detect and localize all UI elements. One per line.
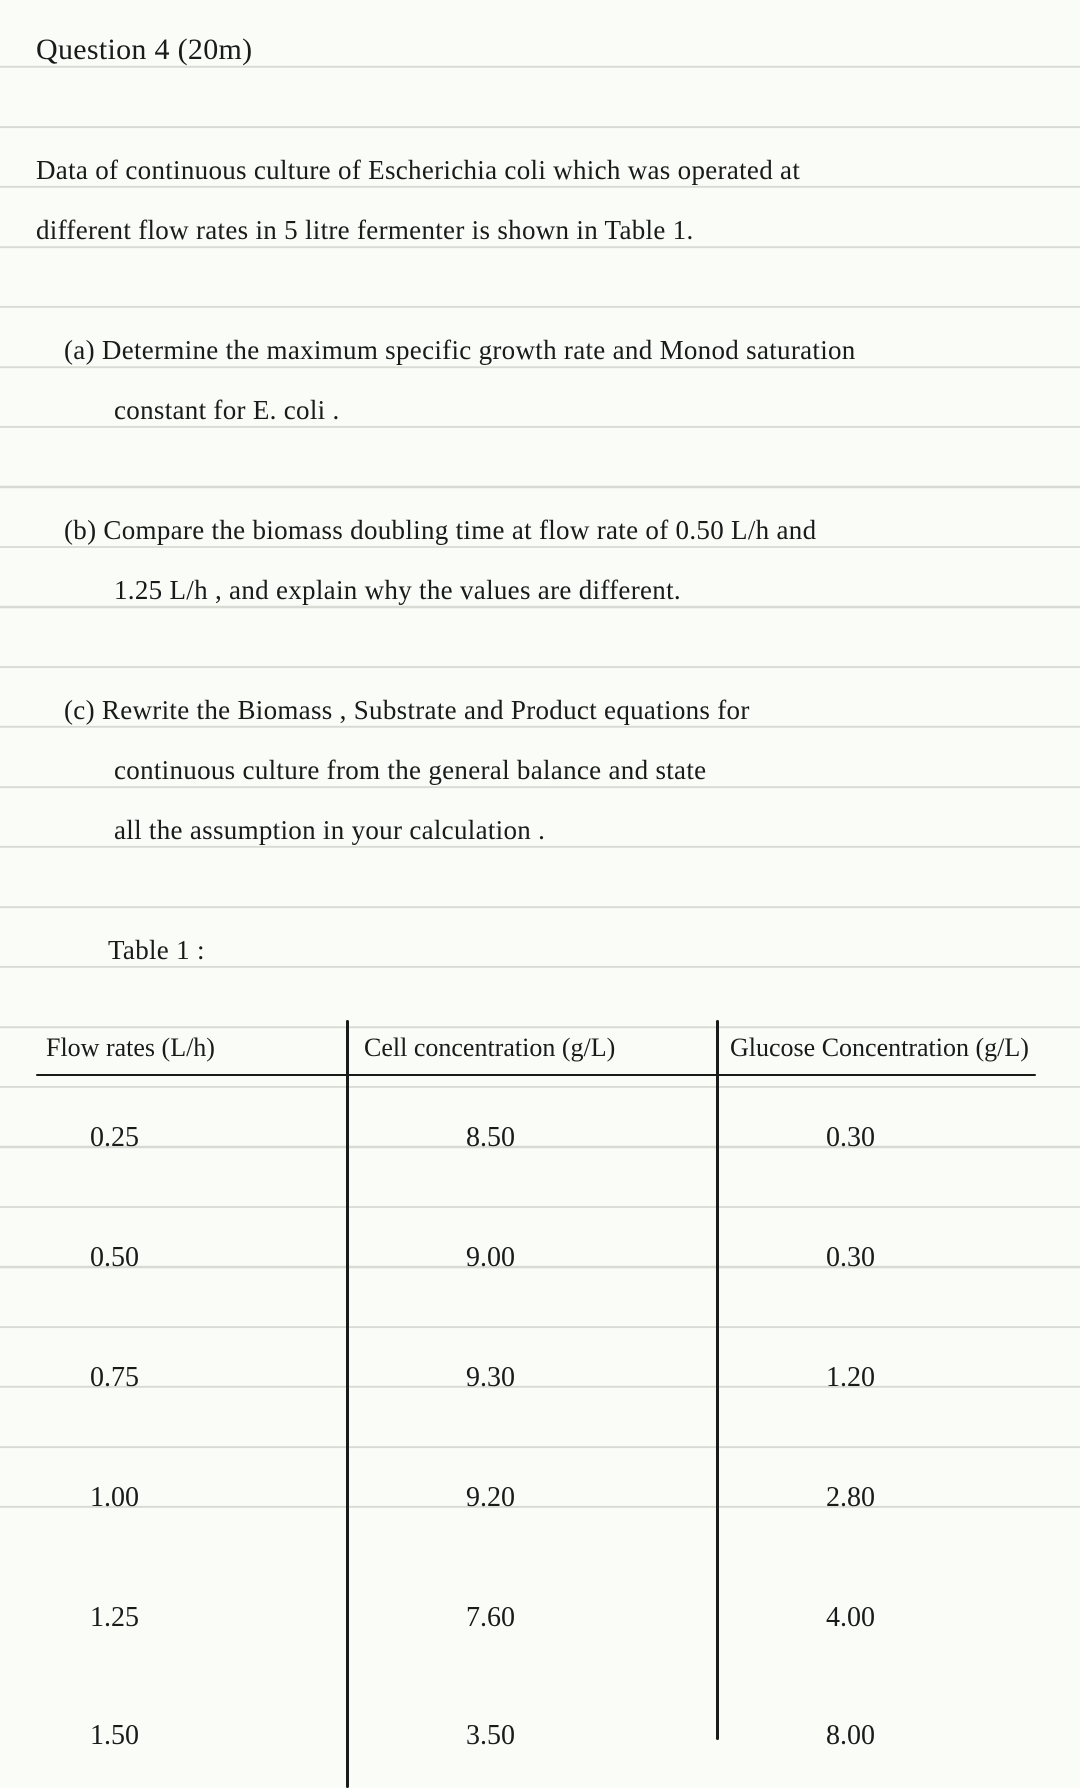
intro-line-1: Data of continuous culture of Escherichi… [36, 140, 1044, 200]
cell-glucose: 0.30 [716, 1122, 1044, 1154]
part-c-line-2: continuous culture from the general bala… [36, 740, 1044, 800]
cell-flow: 0.25 [36, 1122, 346, 1154]
table-row: 0.75 9.30 1.20 [36, 1318, 1044, 1438]
cell-flow: 0.75 [36, 1362, 346, 1394]
part-a-line-2: constant for E. coli . [36, 380, 1044, 440]
table-header-glucose-conc: Glucose Concentration (g/L) [716, 1033, 1044, 1063]
table-row: 1.50 3.50 8.00 [36, 1678, 1044, 1758]
part-c-line-3: all the assumption in your calculation . [36, 800, 1044, 860]
cell-biomass: 3.50 [346, 1720, 716, 1752]
table-row: 1.00 9.20 2.80 [36, 1438, 1044, 1558]
cell-biomass: 9.30 [346, 1362, 716, 1394]
table-header-flow-rates: Flow rates (L/h) [36, 1033, 346, 1063]
cell-glucose: 2.80 [716, 1482, 1044, 1514]
cell-glucose: 0.30 [716, 1242, 1044, 1274]
table-row: 0.50 9.00 0.30 [36, 1198, 1044, 1318]
part-c-line-1: (c) Rewrite the Biomass , Substrate and … [36, 680, 1044, 740]
data-table: Flow rates (L/h) Cell concentration (g/L… [36, 1018, 1044, 1758]
cell-flow: 1.00 [36, 1482, 346, 1514]
cell-glucose: 1.20 [716, 1362, 1044, 1394]
cell-biomass: 9.00 [346, 1242, 716, 1274]
table-header-row: Flow rates (L/h) Cell concentration (g/L… [36, 1018, 1044, 1078]
cell-flow: 1.50 [36, 1720, 346, 1752]
page-content: Question 4 (20m) Data of continuous cult… [0, 0, 1080, 1758]
cell-flow: 0.50 [36, 1242, 346, 1274]
table-vline-2 [716, 1020, 719, 1740]
table-vline-1 [346, 1020, 349, 1788]
cell-biomass: 7.60 [346, 1602, 716, 1634]
part-b-line-1: (b) Compare the biomass doubling time at… [36, 500, 1044, 560]
cell-glucose: 4.00 [716, 1602, 1044, 1634]
cell-glucose: 8.00 [716, 1720, 1044, 1752]
table-row: 0.25 8.50 0.30 [36, 1078, 1044, 1198]
part-a-line-1: (a) Determine the maximum specific growt… [36, 320, 1044, 380]
cell-biomass: 9.20 [346, 1482, 716, 1514]
table-header-cell-conc: Cell concentration (g/L) [346, 1033, 716, 1063]
question-title: Question 4 (20m) [36, 20, 1044, 80]
table-body: 0.25 8.50 0.30 0.50 9.00 0.30 0.75 9.30 … [36, 1078, 1044, 1758]
intro-line-2: different flow rates in 5 litre fermente… [36, 200, 1044, 260]
table-row: 1.25 7.60 4.00 [36, 1558, 1044, 1678]
cell-biomass: 8.50 [346, 1122, 716, 1154]
cell-flow: 1.25 [36, 1602, 346, 1634]
table-label: Table 1 : [36, 920, 1044, 980]
part-b-line-2: 1.25 L/h , and explain why the values ar… [36, 560, 1044, 620]
